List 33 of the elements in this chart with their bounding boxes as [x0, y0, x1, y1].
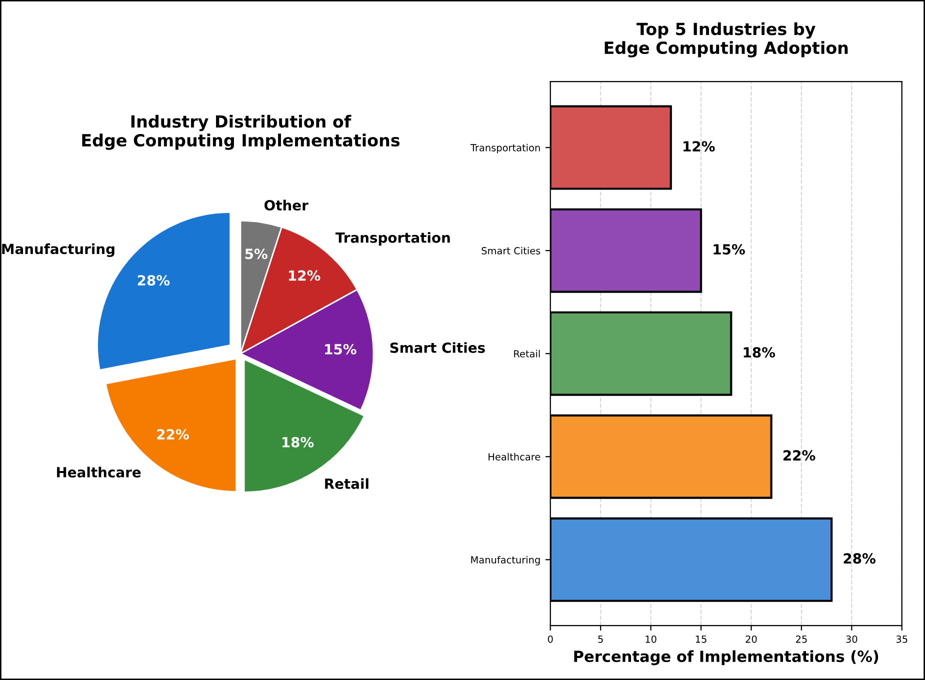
data-label: 18%: [744, 347, 776, 358]
y-tick-label: Manufacturing: [471, 556, 540, 566]
data-label: 28%: [138, 275, 170, 286]
data-label: 15%: [325, 344, 356, 354]
y-tick-label: Transportation: [470, 144, 540, 154]
x-tick-label: 5: [598, 636, 603, 643]
slice-label: Manufacturing: [2, 243, 114, 257]
chart-title: Industry Distribution of Edge Computing Implementations: [82, 114, 400, 150]
data-label: 12%: [684, 141, 715, 152]
data-label: 12%: [289, 270, 320, 281]
x-tick-label: 10: [646, 635, 656, 643]
data-label: 5%: [245, 248, 268, 260]
x-tick-label: 30: [846, 635, 858, 643]
data-label: 22%: [784, 450, 816, 461]
x-tick-label: 35: [896, 635, 908, 643]
slice-label: Healthcare: [57, 466, 141, 478]
y-tick-label: Retail: [514, 350, 540, 358]
data-label: 28%: [844, 553, 876, 564]
x-tick-label: 20: [746, 635, 757, 643]
slice-label: Retail: [325, 478, 368, 489]
y-tick-label: Healthcare: [488, 452, 540, 460]
chart-title: Top 5 Industries by Edge Computing Adoption: [604, 22, 848, 58]
x-axis-title: Percentage of Implementations (%): [574, 650, 878, 666]
x-tick-label: 25: [796, 635, 807, 643]
x-tick-label: 0: [548, 635, 553, 643]
slice-label: Other: [264, 200, 308, 211]
x-tick-label: 15: [696, 636, 706, 643]
data-label: 18%: [282, 436, 314, 448]
y-tick-label: Smart Cities: [482, 246, 540, 254]
data-label: 15%: [714, 244, 745, 255]
data-label: 22%: [157, 429, 189, 440]
slice-label: Transportation: [335, 232, 450, 246]
slice-label: Smart Cities: [390, 342, 485, 353]
